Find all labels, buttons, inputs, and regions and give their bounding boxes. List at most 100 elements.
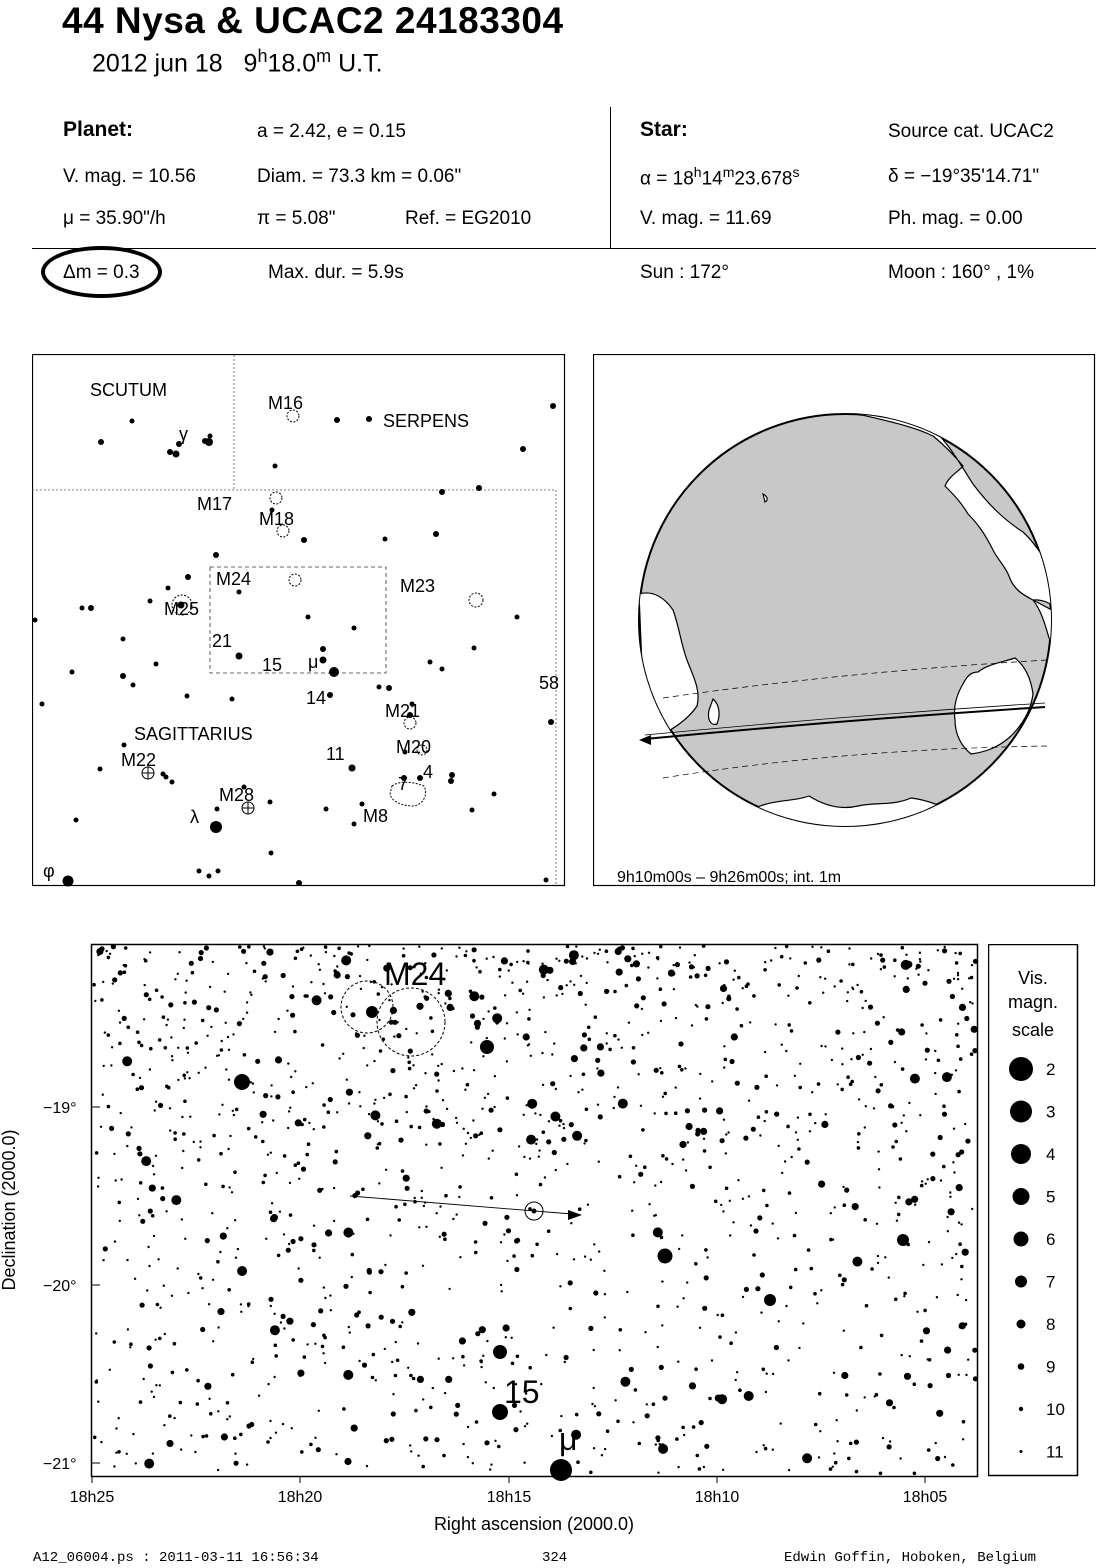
field-star bbox=[274, 1431, 278, 1434]
field-star bbox=[102, 1064, 105, 1068]
field-star bbox=[273, 1030, 277, 1034]
field-star bbox=[935, 1296, 939, 1299]
field-star bbox=[152, 1234, 156, 1238]
field-star bbox=[659, 1180, 663, 1184]
field-star bbox=[263, 947, 266, 950]
field-star bbox=[188, 960, 194, 966]
field-star bbox=[535, 1142, 538, 1146]
field-star bbox=[171, 1059, 174, 1062]
field-star bbox=[634, 1003, 640, 1009]
field-star bbox=[412, 1087, 416, 1090]
field-star bbox=[106, 1104, 111, 1109]
field-star bbox=[206, 1034, 209, 1037]
field-star bbox=[135, 1030, 140, 1034]
field-star bbox=[143, 983, 146, 987]
field-star bbox=[490, 1463, 493, 1466]
field-star bbox=[934, 1092, 937, 1096]
field-star bbox=[342, 1052, 345, 1055]
field-star bbox=[811, 1091, 814, 1094]
field-star bbox=[392, 1393, 395, 1396]
field-star bbox=[724, 1186, 729, 1191]
field-star bbox=[186, 1071, 189, 1074]
field-star bbox=[596, 1067, 599, 1070]
finder-star bbox=[448, 778, 454, 784]
star-label-4: 4 bbox=[423, 762, 433, 782]
field-star bbox=[561, 1136, 567, 1142]
field-star bbox=[802, 1322, 805, 1325]
field-star bbox=[198, 950, 204, 956]
field-star bbox=[350, 1424, 358, 1432]
asteroid-track bbox=[349, 1195, 582, 1220]
field-star bbox=[964, 1298, 968, 1302]
field-star bbox=[466, 1455, 470, 1459]
star-source-catalog: Source cat. UCAC2 bbox=[888, 121, 1054, 142]
field-star bbox=[298, 1177, 301, 1180]
field-star bbox=[958, 951, 962, 956]
field-star bbox=[637, 1073, 640, 1076]
field-star bbox=[838, 1273, 842, 1278]
field-star bbox=[877, 1168, 881, 1171]
field-star bbox=[592, 1447, 596, 1450]
field-star bbox=[870, 957, 873, 960]
field-star bbox=[824, 1113, 827, 1116]
field-star bbox=[972, 958, 979, 964]
field-star bbox=[648, 1203, 651, 1206]
finder-star bbox=[97, 766, 103, 772]
field-star bbox=[333, 971, 341, 979]
field-star bbox=[445, 1375, 453, 1383]
field-star bbox=[261, 1180, 266, 1185]
field-star bbox=[565, 984, 568, 987]
field-star bbox=[563, 1360, 566, 1364]
field-star bbox=[354, 1032, 358, 1035]
field-star bbox=[425, 1105, 428, 1108]
field-star bbox=[249, 1081, 252, 1084]
field-star bbox=[311, 1242, 317, 1248]
field-star bbox=[771, 1222, 774, 1225]
field-star bbox=[884, 1256, 887, 1259]
field-star bbox=[163, 1332, 166, 1336]
field-star bbox=[334, 1149, 339, 1154]
field-star bbox=[440, 1166, 443, 1169]
field-star bbox=[486, 1339, 489, 1343]
constellation-sagittarius: SAGITTARIUS bbox=[134, 724, 253, 744]
field-star bbox=[173, 1131, 177, 1135]
field-star bbox=[197, 1071, 200, 1074]
finder-star bbox=[323, 806, 329, 812]
field-star bbox=[117, 970, 123, 976]
field-star bbox=[945, 1372, 952, 1379]
field-star bbox=[846, 991, 849, 994]
field-star bbox=[574, 962, 577, 965]
field-star bbox=[270, 1084, 273, 1087]
field-star bbox=[958, 1003, 967, 1011]
finder-star bbox=[320, 646, 326, 652]
field-star bbox=[245, 962, 248, 965]
field-star bbox=[349, 952, 354, 956]
finder-star bbox=[165, 585, 171, 591]
field-star bbox=[137, 1151, 143, 1157]
field-star bbox=[184, 991, 187, 994]
object-label-m24: M24 bbox=[216, 569, 251, 589]
field-star bbox=[424, 1072, 427, 1075]
finder-star bbox=[62, 875, 74, 887]
finder-star bbox=[32, 617, 38, 623]
field-star bbox=[764, 1074, 768, 1078]
field-star bbox=[620, 1376, 631, 1387]
field-star bbox=[170, 1294, 174, 1297]
field-star bbox=[327, 1096, 333, 1103]
field-star bbox=[593, 1243, 596, 1246]
field-star bbox=[204, 1238, 210, 1244]
field-star bbox=[480, 1365, 483, 1369]
field-star bbox=[200, 1326, 206, 1333]
field-star bbox=[223, 990, 226, 993]
field-star bbox=[752, 1253, 756, 1257]
field-star bbox=[597, 1160, 600, 1163]
field-star bbox=[250, 1360, 255, 1364]
star-declination: δ = −19°35'14.71" bbox=[888, 166, 1040, 187]
field-star bbox=[400, 1169, 405, 1173]
field-star bbox=[376, 1120, 380, 1123]
field-star bbox=[832, 1371, 836, 1374]
field-star bbox=[95, 1332, 98, 1335]
field-star bbox=[718, 962, 721, 965]
field-star bbox=[567, 1280, 573, 1286]
field-star bbox=[796, 1138, 799, 1141]
